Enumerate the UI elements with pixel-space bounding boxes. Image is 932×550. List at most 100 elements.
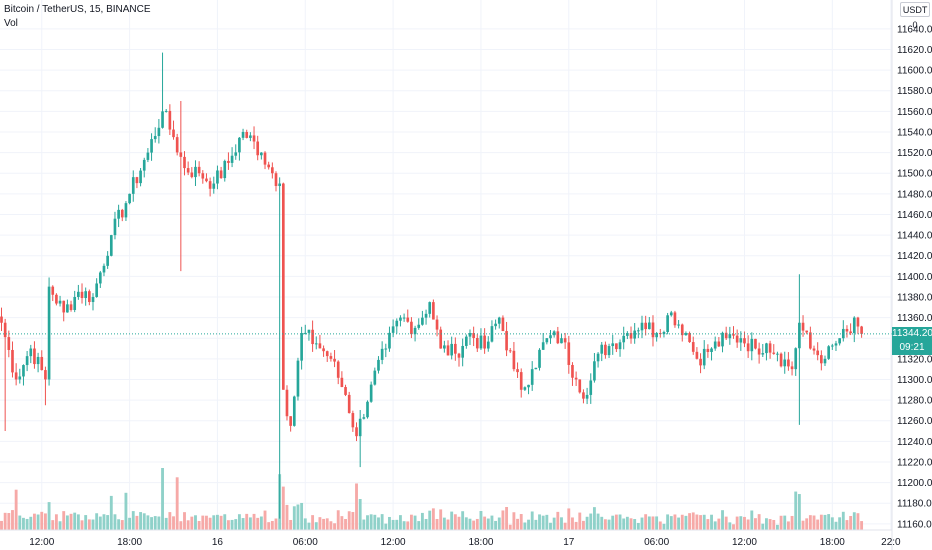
volume-bar <box>172 516 175 530</box>
volume-bar <box>65 515 69 530</box>
candle-body <box>292 396 296 426</box>
candle-body <box>772 352 776 354</box>
volume-bar <box>442 517 446 530</box>
volume-bar <box>355 483 358 530</box>
candle-body <box>435 319 439 330</box>
volume-bar <box>860 521 864 530</box>
candle-body <box>205 178 208 182</box>
volume-bar <box>699 515 702 530</box>
time-tick-label: 12:00 <box>381 537 406 548</box>
candle-body <box>702 348 706 366</box>
volume-bar <box>208 517 212 530</box>
candle-body <box>512 350 516 370</box>
candle-body <box>164 110 168 112</box>
volume-bar <box>589 513 593 530</box>
volume-bar <box>622 518 626 530</box>
candle-body <box>717 341 721 347</box>
volume-bar <box>22 517 25 530</box>
candle-body <box>399 317 402 321</box>
volume-bar <box>662 523 666 530</box>
volume-bar <box>259 516 263 530</box>
volume-bar <box>413 515 417 530</box>
volume-bar <box>644 514 648 530</box>
volume-bar <box>497 517 501 530</box>
candle-body <box>197 166 201 174</box>
volume-bar <box>724 516 728 530</box>
volume-bar <box>743 516 746 530</box>
symbol-title: Bitcoin / TetherUS, 15, BINANCE <box>4 4 151 15</box>
candle-body <box>673 312 677 326</box>
candle-body <box>186 168 190 173</box>
candle-body <box>688 333 691 343</box>
candle-body <box>823 358 827 364</box>
volume-bar <box>333 523 336 530</box>
candle-body <box>501 317 505 332</box>
volume-bar <box>695 514 699 530</box>
volume-bar <box>402 521 406 530</box>
volume-bar <box>164 517 168 530</box>
candle-body <box>421 317 424 325</box>
candle-body <box>454 343 457 354</box>
currency-button[interactable]: USDT 0 <box>900 2 930 30</box>
candle-body <box>179 152 183 157</box>
volume-bar <box>117 519 121 530</box>
volume-bar <box>797 494 801 530</box>
candle-body <box>3 322 7 338</box>
candle-body <box>58 300 62 304</box>
volume-bar <box>91 519 95 530</box>
volume-bar <box>435 518 439 530</box>
candle-body <box>779 353 783 367</box>
candle-body <box>505 331 508 351</box>
bar-countdown-label: 09:21 <box>892 340 932 355</box>
candle-body <box>325 351 329 357</box>
candle-body <box>150 139 153 153</box>
volume-bar <box>691 512 695 530</box>
volume-bar <box>161 468 164 530</box>
candle-body <box>439 329 443 349</box>
candle-body <box>446 345 450 356</box>
volume-bar <box>640 517 644 530</box>
volume-bar <box>263 510 267 530</box>
volume-bar <box>614 514 618 530</box>
price-tick-label: 11160.00 <box>897 519 932 530</box>
candle-body <box>36 356 40 365</box>
candle-body <box>318 343 322 349</box>
candle-body <box>300 333 303 361</box>
volume-bar <box>157 516 161 530</box>
candle-body <box>124 203 128 218</box>
candle-body <box>699 358 702 366</box>
candle-body <box>223 160 227 179</box>
price-tick-label: 11560.00 <box>897 107 932 118</box>
volume-bar <box>538 514 541 530</box>
price-tick-label: 11600.00 <box>897 66 932 77</box>
candlesticks <box>0 52 863 519</box>
candle-body <box>852 317 856 334</box>
candle-body <box>765 343 768 354</box>
candle-body <box>172 129 175 138</box>
candle-body <box>329 356 333 359</box>
volume-bar <box>827 514 831 530</box>
volume-bar <box>186 520 190 530</box>
volume-bar <box>582 520 585 530</box>
volume-bar <box>677 517 681 530</box>
currency-suffix: 0 <box>912 20 918 30</box>
candle-body <box>384 348 388 350</box>
candle-body <box>358 418 362 437</box>
candle-body <box>428 302 432 314</box>
volume-bar <box>248 517 252 530</box>
volume-bar <box>702 514 706 530</box>
candle-body <box>776 353 779 355</box>
volume-bar <box>563 522 567 530</box>
volume-bar <box>69 513 73 530</box>
volume-bar <box>329 521 333 530</box>
candle-body <box>98 272 102 284</box>
candle-body <box>380 348 384 360</box>
volume-bar <box>51 520 55 530</box>
candle-body <box>55 294 58 304</box>
candle-body <box>201 173 205 179</box>
volume-bar <box>790 515 794 530</box>
candle-body <box>406 317 410 322</box>
candle-body <box>366 401 369 418</box>
volume-bar <box>347 511 351 530</box>
